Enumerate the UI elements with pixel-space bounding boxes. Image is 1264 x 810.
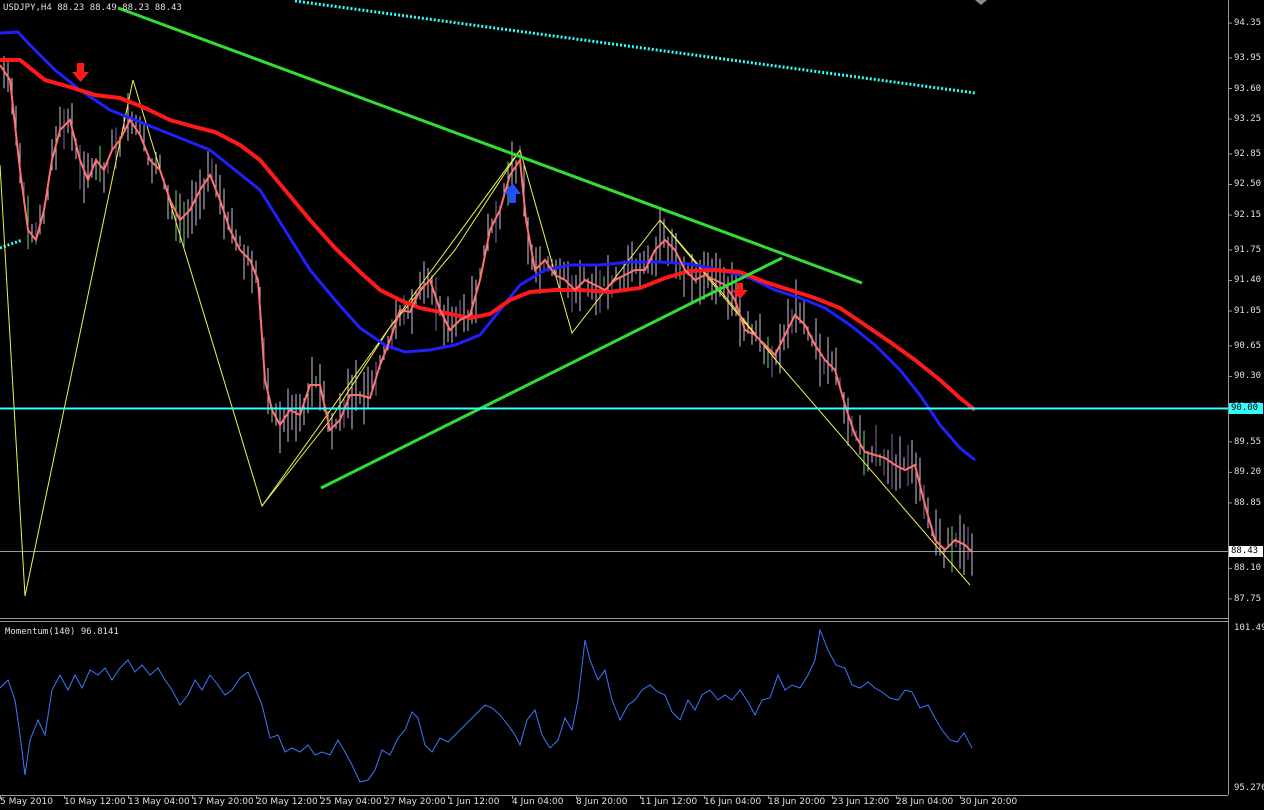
zigzag-inner-2 (389, 149, 521, 328)
date-tick-label: 18 Jun 20:00 (768, 797, 826, 807)
momentum-line (0, 628, 973, 783)
date-tick-label: 4 Jun 04:00 (512, 797, 564, 807)
price-tick-label: 92.85 (1234, 148, 1262, 159)
level-90-tag: 90.00 (1229, 403, 1263, 414)
date-tick-label: 10 May 12:00 (64, 797, 126, 807)
price-tick-label: 90.65 (1234, 340, 1262, 351)
indicator-title: Momentum(140) 96.8141 (5, 627, 119, 637)
buy-arrow-icon (504, 183, 521, 203)
resistance-trendline (117, 6, 863, 285)
price-tick-label: 91.75 (1234, 244, 1262, 255)
symbol-title: USDJPY,H4 88.23 88.49 88.23 88.43 (3, 3, 182, 13)
price-tick-label: 87.75 (1234, 593, 1262, 604)
price-tick-label: 91.05 (1234, 306, 1262, 316)
date-tick-label: 16 Jun 04:00 (704, 797, 762, 807)
dotted-channel-line-left (0, 238, 23, 250)
support-trendline (320, 256, 783, 490)
price-tick-label: 94.35 (1234, 18, 1262, 29)
date-tick-label: 25 May 04:00 (320, 797, 382, 807)
zigzag-inner (261, 326, 391, 507)
price-tick-label: 93.60 (1234, 83, 1262, 94)
price-tick-label: 89.20 (1234, 467, 1262, 478)
moving-average-red (0, 58, 977, 412)
price-tick-label: 90.30 (1234, 371, 1262, 382)
zigzag-line (0, 79, 971, 597)
ohlc-values: 88.23 88.49 88.23 88.43 (57, 3, 182, 13)
date-tick-label: 23 Jun 12:00 (832, 797, 890, 807)
sell-arrow-icon (72, 63, 89, 82)
date-tick-label: 8 Jun 20:00 (576, 797, 628, 807)
current-price-tag: 88.43 (1229, 546, 1263, 557)
date-tick-label: 30 Jun 20:00 (960, 797, 1018, 807)
date-tick-label: 11 Jun 12:00 (640, 797, 698, 807)
date-tick-label: 20 May 12:00 (256, 797, 318, 807)
date-tick-label: 28 Jun 04:00 (896, 797, 954, 807)
date-tick-label: 1 Jun 12:00 (448, 797, 500, 807)
price-tick-label: 92.15 (1234, 210, 1262, 221)
momentum-min-tick: 95.276 (1234, 783, 1264, 793)
symbol-timeframe: USDJPY,H4 (3, 3, 52, 13)
price-tick-label: 92.50 (1234, 179, 1262, 190)
date-tick-label: 27 May 20:00 (384, 797, 446, 807)
price-tick-label: 88.85 (1234, 497, 1262, 508)
dotted-channel-line (294, 0, 976, 95)
price-tick-label: 93.95 (1234, 52, 1262, 63)
momentum-max-tick: 101.491 (1234, 623, 1264, 633)
price-tick-label: 89.55 (1234, 436, 1262, 447)
price-tick-label: 91.40 (1234, 275, 1262, 286)
shift-marker-icon (975, 0, 987, 5)
date-tick-label: 17 May 20:00 (192, 797, 254, 807)
price-tick-label: 93.25 (1234, 114, 1262, 125)
date-tick-label: 13 May 04:00 (128, 797, 190, 807)
moving-average-blue (0, 30, 976, 462)
price-tick-label: 88.10 (1234, 563, 1262, 574)
date-tick-label: 5 May 2010 (0, 797, 53, 807)
moving-average-pink (0, 64, 973, 553)
sell-arrow-icon-2 (732, 283, 748, 299)
